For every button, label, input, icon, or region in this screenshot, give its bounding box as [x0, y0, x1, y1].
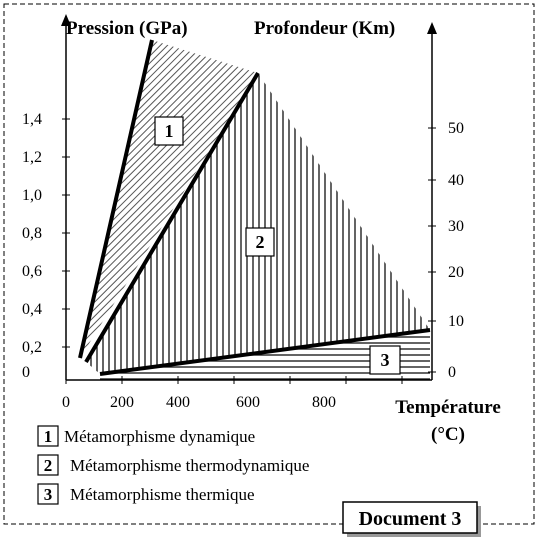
zone-2-label: 2 [256, 232, 265, 252]
dashed-frame [3, 3, 535, 525]
zone-1-label-box: 1 [154, 116, 184, 146]
left-axis-title: Pression (GPa) [66, 18, 188, 39]
left-tick-label: 0,2 [22, 339, 42, 356]
legend-text: Métamorphisme thermique [70, 485, 255, 504]
legend-text: Métamorphisme thermodynamique [70, 456, 309, 475]
right-axis-ticks [428, 127, 436, 373]
x-axis-ticks [65, 376, 403, 384]
left-tick-label: 0,4 [22, 301, 42, 318]
left-tick-label: 1,4 [22, 111, 42, 128]
left-tick-label: 0,8 [22, 225, 42, 242]
right-axis-arrow-icon [427, 22, 437, 34]
right-axis-title: Profondeur (Km) [254, 18, 395, 39]
legend-item: 3 Métamorphisme thermique [37, 483, 255, 505]
boundary-line-3 [99, 328, 431, 376]
left-axis-ticks [62, 118, 70, 348]
legend-num: 3 [44, 485, 53, 504]
x-axis-title-line2: (°C) [431, 424, 465, 445]
x-tick-label: 800 [312, 394, 336, 411]
right-tick-label: 10 [448, 313, 464, 330]
right-tick-label: 50 [448, 120, 464, 137]
left-tick-label: 1,0 [22, 187, 42, 204]
right-tick-label: 0 [448, 364, 456, 381]
legend: 1 Métamorphisme dynamique 2 Métamorphism… [37, 425, 309, 505]
zone-2-label-box: 2 [245, 227, 275, 257]
x-tick-label: 200 [110, 394, 134, 411]
zone-1-label: 1 [165, 121, 174, 141]
zone-3-label-box: 3 [369, 345, 401, 375]
x-tick-label: 600 [236, 394, 260, 411]
legend-num: 1 [44, 427, 53, 446]
left-axis-arrow-icon [61, 14, 71, 26]
x-axis-title-line1: Température [395, 397, 501, 418]
legend-num: 2 [44, 456, 53, 475]
zone-2-area [86, 73, 430, 374]
left-tick-label: 0 [22, 364, 30, 381]
right-tick-label: 20 [448, 264, 464, 281]
left-tick-label: 1,2 [22, 149, 42, 166]
x-tick-label: 0 [62, 394, 70, 411]
document-label: Document 3 [359, 508, 462, 530]
legend-item: 2 Métamorphisme thermodynamique [37, 454, 309, 476]
boundary-line-2 [84, 71, 260, 364]
zone-1-area [80, 40, 258, 358]
x-tick-label: 400 [166, 394, 190, 411]
right-tick-label: 40 [448, 172, 464, 189]
boundary-line-1 [78, 39, 154, 359]
left-tick-label: 0,6 [22, 263, 42, 280]
document-label-box: Document 3 [342, 501, 481, 537]
legend-item: 1 Métamorphisme dynamique [37, 425, 255, 447]
zone-3-label: 3 [381, 350, 390, 370]
right-tick-label: 30 [448, 218, 464, 235]
legend-text: Métamorphisme dynamique [64, 427, 255, 446]
